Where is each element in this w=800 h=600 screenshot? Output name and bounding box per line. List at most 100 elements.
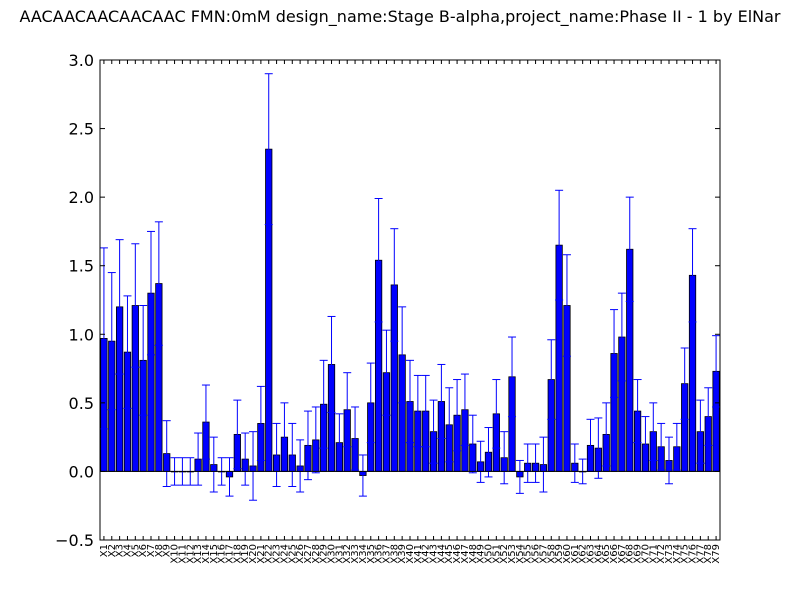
x-tick-label: X63 <box>586 544 597 564</box>
error-bar-x36 <box>374 198 383 323</box>
error-bar-x44 <box>437 363 446 440</box>
error-bar-x26 <box>296 439 305 493</box>
x-tick-label: X42 <box>421 544 432 564</box>
x-tick-label: X13 <box>193 544 204 564</box>
x-tick-label: X3 <box>115 544 126 557</box>
x-tick-label: X70 <box>640 544 651 564</box>
x-tick-label: X66 <box>609 544 620 564</box>
x-tick-label: X77 <box>695 544 706 564</box>
x-tick-label: X17 <box>224 544 235 564</box>
error-bar-x78 <box>704 387 713 446</box>
x-tick-label: X59 <box>554 544 565 564</box>
x-tick-label: X31 <box>334 544 345 564</box>
error-bar-x77 <box>696 399 705 464</box>
error-bar-x20 <box>249 431 258 501</box>
error-bar-x40 <box>406 359 414 444</box>
error-bar-x74 <box>672 422 681 471</box>
error-bar-x37 <box>382 329 391 416</box>
error-bar-x19 <box>241 432 250 486</box>
error-bar-x9 <box>162 420 171 488</box>
x-tick-label: X38 <box>389 544 400 564</box>
x-tick-label: X12 <box>185 544 196 564</box>
error-bar-x50 <box>484 427 493 478</box>
error-bar-x25 <box>288 422 297 488</box>
error-bar-x49 <box>476 440 485 483</box>
error-bar-x6 <box>139 304 148 416</box>
x-tick-label: X24 <box>279 544 290 564</box>
error-bar-x75 <box>680 347 689 420</box>
plot-frame <box>99 59 721 541</box>
x-tick-label: X30 <box>327 544 338 564</box>
error-bar-x4 <box>123 295 132 409</box>
x-tick-label: X21 <box>256 544 267 564</box>
x-tick-label: X5 <box>130 544 141 557</box>
x-tick-label: X67 <box>617 544 628 564</box>
error-bar-x73 <box>664 436 673 485</box>
x-tick-label: X51 <box>491 544 502 564</box>
x-tick-label: X15 <box>209 544 220 564</box>
error-bar-x18 <box>233 399 242 470</box>
x-tick-label: X48 <box>468 544 479 564</box>
error-bar-x56 <box>531 443 540 483</box>
x-tick-label: X19 <box>240 544 251 564</box>
error-bar-x71 <box>649 402 658 461</box>
x-tick-label: X65 <box>601 544 612 564</box>
x-tick-label: X37 <box>381 544 392 564</box>
error-bar-x34 <box>358 454 367 497</box>
x-tick-label: X44 <box>436 544 447 564</box>
x-axis: X1X2X3X4X5X6X7X8X9X10X11X12X13X14X15X16X… <box>99 60 722 564</box>
x-tick-label: X10 <box>170 544 181 564</box>
chart-title: AACAACAACAACAAC FMN:0mM design_name:Stag… <box>19 7 780 27</box>
x-tick-label: X52 <box>499 544 510 564</box>
x-tick-label: X11 <box>177 544 188 564</box>
x-tick-label: X26 <box>295 544 306 564</box>
x-tick-label: X60 <box>562 544 573 564</box>
y-tick-label: 1.0 <box>69 325 94 344</box>
x-tick-label: X55 <box>523 544 534 564</box>
x-tick-label: X39 <box>397 544 408 564</box>
error-bar-x21 <box>256 385 265 461</box>
x-tick-label: X69 <box>633 544 644 564</box>
y-tick-label: 1.5 <box>69 257 94 276</box>
x-tick-label: X7 <box>146 544 157 557</box>
error-bar-x43 <box>429 399 438 464</box>
error-bar-x35 <box>366 362 375 444</box>
x-tick-label: X68 <box>625 544 636 564</box>
x-tick-label: X58 <box>546 544 557 564</box>
error-bar-x32 <box>343 372 352 448</box>
x-tick-label: X43 <box>429 544 440 564</box>
x-tick-label: X56 <box>531 544 542 564</box>
x-tick-label: X49 <box>476 544 487 564</box>
x-tick-label: X47 <box>460 544 471 564</box>
x-tick-label: X27 <box>303 544 314 564</box>
y-axis: −0.5 0.0 0.5 1.0 1.5 2.0 2.5 3.0 <box>55 51 720 550</box>
error-bar-x58 <box>547 339 556 420</box>
error-bar-x53 <box>508 336 517 418</box>
error-bar-x27 <box>303 410 312 481</box>
error-bar-x59 <box>555 189 564 301</box>
error-bar-x55 <box>523 443 532 483</box>
x-tick-label: X40 <box>405 544 416 564</box>
error-bar-x57 <box>539 436 548 493</box>
error-bar-x64 <box>594 417 603 479</box>
y-tick-label: 3.0 <box>69 51 94 70</box>
x-tick-label: X62 <box>578 544 589 564</box>
y-tick-label: 2.0 <box>69 188 94 207</box>
x-tick-label: X16 <box>217 544 228 564</box>
x-tick-label: X72 <box>656 544 667 564</box>
error-bar-x67 <box>617 292 626 382</box>
error-bar-x51 <box>492 379 501 449</box>
error-bar-x22 <box>264 73 273 226</box>
error-bar-x14 <box>201 384 210 460</box>
x-tick-label: X57 <box>538 544 549 564</box>
error-bar-x47 <box>460 373 469 446</box>
x-tick-label: X78 <box>703 544 714 564</box>
x-tick-label: X18 <box>232 544 243 564</box>
x-tick-label: X25 <box>287 544 298 564</box>
x-tick-label: X23 <box>272 544 283 564</box>
x-tick-label: X79 <box>711 544 722 564</box>
error-bar-x60 <box>562 254 571 357</box>
error-bar-x5 <box>131 243 140 368</box>
x-tick-label: X6 <box>138 544 149 557</box>
